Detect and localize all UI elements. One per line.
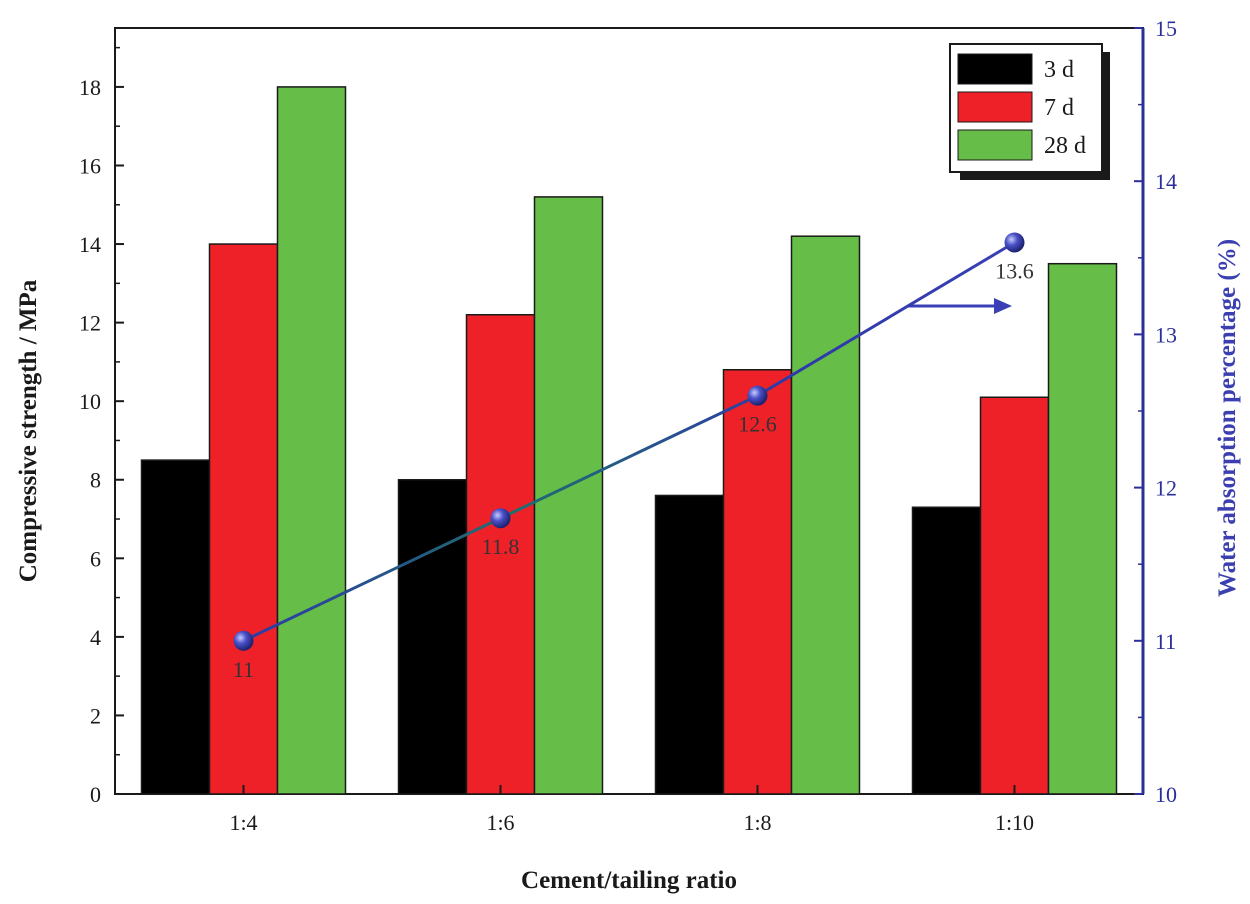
bar-3d-1-6 [397,478,468,795]
x-axis-title: Cement/tailing ratio [521,867,737,894]
water-absorption-label: 11.8 [482,534,520,559]
y2-tick-label: 13 [1155,322,1177,347]
y-tick-label: 16 [79,153,101,178]
y2-tick-label: 14 [1155,169,1177,194]
x-tick-label: 1:10 [995,810,1034,835]
bar-28d-1-8 [790,235,861,795]
water-absorption-label: 13.6 [995,258,1034,283]
legend-swatch-7d [957,91,1033,123]
x-tick-label: 1:4 [229,810,257,835]
bars-group [140,86,1118,795]
bar-7d-1-6 [465,314,536,795]
bar-28d-1-6 [533,196,604,795]
water-absorption-point [1004,232,1025,253]
bar-3d-1-4 [140,459,211,795]
legend-label-7d: 7 d [1044,95,1074,121]
legend-swatch-28d [957,129,1033,161]
water-absorption-label: 12.6 [738,412,777,437]
water-absorption-point [233,630,254,651]
bar-7d-1-4 [208,243,279,795]
water-absorption-label: 11 [233,657,254,682]
water-absorption-line: 11 11.8 12.6 13.6 [233,232,1034,682]
y-tick-label: 18 [79,75,101,100]
water-absorption-point [490,508,511,529]
y2-tick-label: 12 [1155,476,1177,501]
bar-28d-1-4 [276,86,347,795]
bar-3d-1-10 [911,506,982,795]
right-axis-ticks: 10 11 12 13 14 15 [1134,16,1177,807]
x-tick-label: 1:8 [743,810,771,835]
y-tick-label: 4 [90,625,101,650]
left-axis-ticks: 0 2 4 6 8 10 12 14 16 18 [79,46,124,807]
bar-28d-1-10 [1047,262,1118,795]
right-axis-arrow [908,298,1012,314]
y-tick-label: 0 [90,782,101,807]
y-tick-label: 10 [79,389,101,414]
y2-tick-label: 10 [1155,782,1177,807]
bar-7d-1-10 [979,396,1050,795]
x-axis-ticks: 1:4 1:6 1:8 1:10 [229,785,1034,835]
y-tick-label: 14 [79,232,101,257]
y2-tick-label: 15 [1155,16,1177,41]
water-absorption-polyline [242,241,1016,643]
y-tick-label: 6 [90,546,101,571]
y-tick-label: 8 [90,468,101,493]
y-tick-label: 2 [90,703,101,728]
legend-swatch-3d [957,53,1033,85]
y-tick-label: 12 [79,311,101,336]
y-axis-title: Compressive strength / MPa [15,279,42,582]
y2-axis-title: Water absorption percentage (%) [1214,239,1241,597]
water-absorption-point [747,385,768,406]
legend: 3 d 7 d 28 d [949,43,1110,180]
legend-label-28d: 28 d [1044,133,1086,159]
x-tick-label: 1:6 [486,810,514,835]
legend-label-3d: 3 d [1044,57,1074,83]
bar-3d-1-8 [654,494,725,795]
y2-tick-label: 11 [1155,629,1176,654]
